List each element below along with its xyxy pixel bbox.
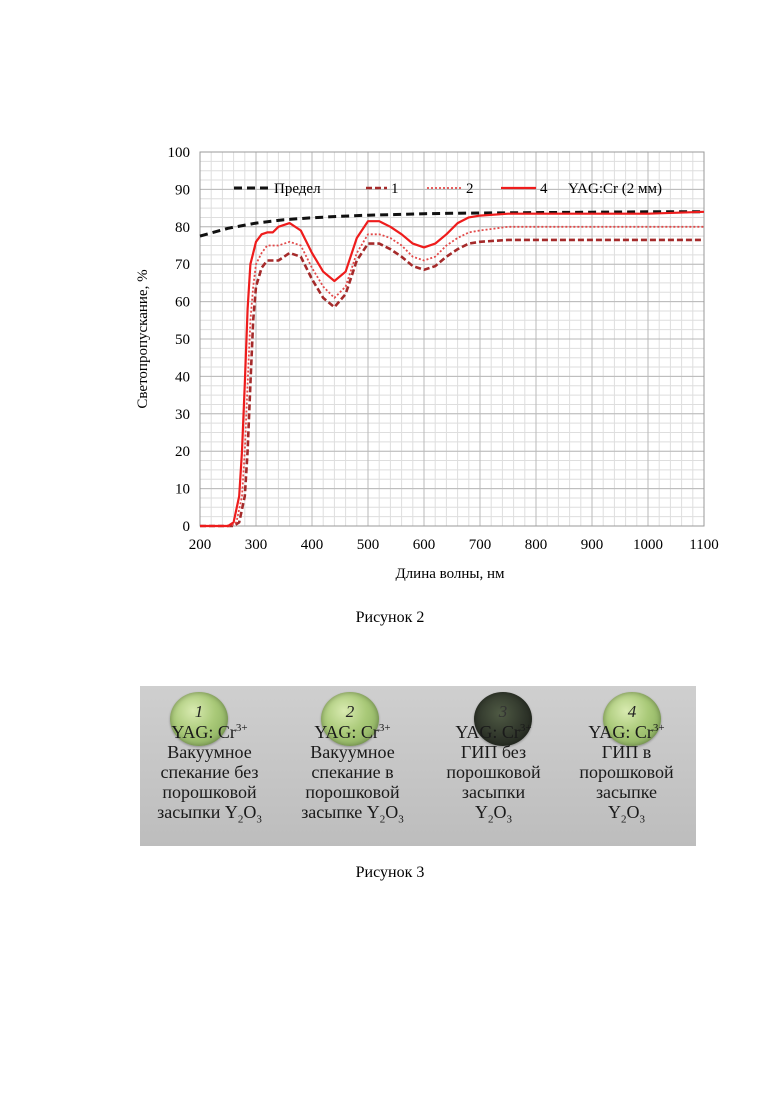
x-tick-label: 300 [245,537,268,553]
transmission-chart: 2003004005006007008009001000110001020304… [0,0,780,600]
figure-2-caption: Рисунок 2 [0,609,780,627]
x-tick-label: 200 [189,537,212,553]
sample-label: YAG: Cr3+ ГИП в порошковой засыпке Y2O3 [557,722,696,822]
x-tick-label: 500 [357,537,380,553]
legend-label-1: Предел [274,181,321,197]
sample-number: 2 [321,702,379,722]
legend-note: YAG:Cr (2 мм) [568,181,662,197]
sample-label: YAG: Cr3+ Вакуумное спекание без порошко… [140,722,279,822]
sample-number: 1 [170,702,228,722]
y-tick-label: 20 [175,444,190,460]
sample-1: 1 YAG: Cr3+ Вакуумное спекание без порош… [140,686,279,846]
x-tick-label: 800 [525,537,548,553]
x-tick-label: 1100 [689,537,718,553]
sample-3: 3 YAG: Cr3+ ГИП без порошковой засыпки Y… [424,686,563,846]
y-tick-label: 100 [168,145,191,161]
y-tick-label: 40 [175,369,190,385]
x-tick-label: 900 [581,537,604,553]
sample-number: 4 [603,702,661,722]
y-axis-label: Светопропускание, % [135,269,151,408]
figure-3-caption: Рисунок 3 [0,864,780,882]
sample-2: 2 YAG: Cr3+ Вакуумное спекание в порошко… [283,686,422,846]
y-tick-label: 80 [175,220,190,236]
series-line-1 [200,212,704,236]
samples-photo: 1 YAG: Cr3+ Вакуумное спекание без порош… [140,686,696,846]
y-tick-label: 10 [175,482,190,498]
sample-number: 3 [474,702,532,722]
legend-label-3: 2 [466,181,474,197]
legend-label-4: 4 [540,181,548,197]
legend-label-2: 1 [391,181,399,197]
x-axis-label: Длина волны, нм [395,566,505,582]
y-tick-label: 0 [183,519,191,535]
x-tick-label: 400 [301,537,324,553]
x-tick-label: 700 [469,537,492,553]
y-tick-label: 50 [175,332,190,348]
y-tick-label: 60 [175,295,190,311]
sample-label: YAG: Cr3+ ГИП без порошковой засыпки Y2O… [424,722,563,822]
chart-axis-ticks: 2003004005006007008009001000110001020304… [168,145,719,553]
x-tick-label: 600 [413,537,436,553]
sample-label: YAG: Cr3+ Вакуумное спекание в порошково… [283,722,422,822]
y-tick-label: 90 [175,182,190,198]
x-tick-label: 1000 [633,537,663,553]
sample-4: 4 YAG: Cr3+ ГИП в порошковой засыпке Y2O… [557,686,696,846]
y-tick-label: 70 [175,257,190,273]
y-tick-label: 30 [175,407,190,423]
